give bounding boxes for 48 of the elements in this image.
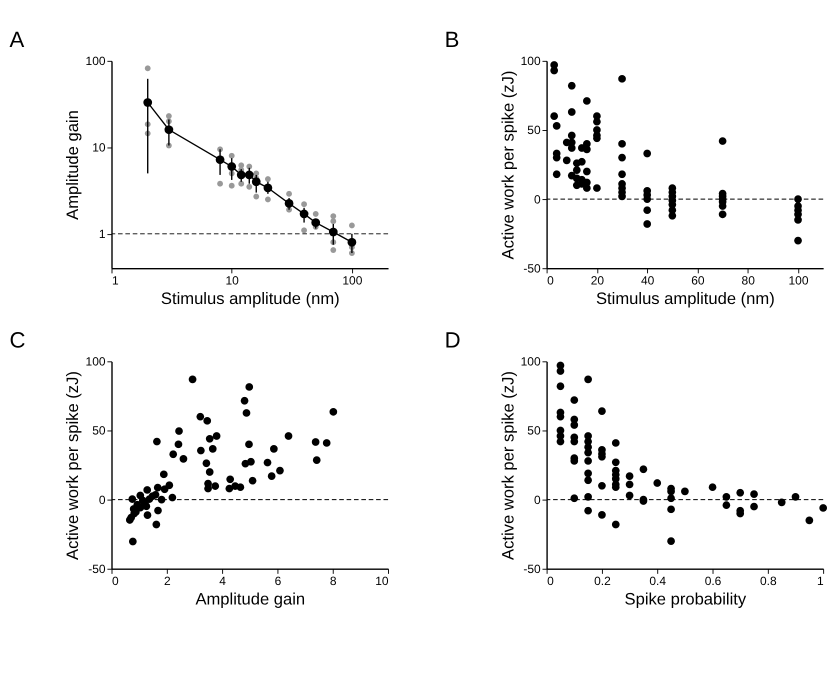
- y-tick-label: 0: [534, 192, 541, 206]
- x-tick-label: 1: [816, 574, 824, 588]
- y-axis-title: Active work per spike (zJ): [63, 371, 82, 560]
- x-tick-label: 20: [590, 273, 604, 288]
- x-tick-label: 0.6: [704, 574, 722, 588]
- y-axis-title: Active work per spike (zJ): [498, 70, 518, 260]
- y-tick-label: 100: [86, 54, 106, 68]
- y-axis-title: Active work per spike (zJ): [498, 371, 518, 560]
- x-tick-label: 0: [547, 273, 554, 288]
- chart-title: B: [444, 27, 460, 52]
- y-tick-label: 100: [520, 54, 541, 68]
- y-tick-label: 50: [527, 123, 541, 138]
- y-tick-label: 0: [98, 492, 106, 507]
- x-tick-label: 1: [112, 273, 119, 288]
- y-tick-label: 100: [520, 354, 541, 369]
- x-tick-label: 100: [788, 273, 809, 288]
- x-tick-label: 100: [342, 273, 363, 288]
- x-tick-label: 6: [274, 574, 282, 588]
- y-tick-label: 50: [527, 424, 541, 438]
- y-tick-label: 50: [92, 424, 106, 438]
- x-tick-label: 60: [691, 273, 705, 288]
- y-axis-title: Amplitude gain: [63, 110, 82, 220]
- x-tick-label: 0.2: [594, 574, 612, 588]
- y-tick-label: 100: [86, 354, 106, 369]
- chart-title: D: [444, 328, 461, 353]
- x-tick-label: 80: [742, 273, 756, 288]
- x-tick-label: 0.4: [649, 574, 666, 588]
- y-tick-label: -50: [523, 562, 541, 576]
- x-tick-label: 0: [112, 574, 119, 588]
- y-tick-label: -50: [523, 261, 541, 276]
- x-tick-label: 4: [219, 574, 226, 588]
- x-tick-label: 10: [226, 273, 240, 288]
- y-tick-label: -50: [88, 562, 106, 576]
- x-tick-label: 0: [547, 574, 554, 588]
- x-tick-label: 0.8: [760, 574, 777, 588]
- x-axis-title: Stimulus amplitude (nm): [596, 288, 775, 308]
- x-tick-label: 8: [330, 574, 337, 588]
- x-tick-label: 2: [164, 574, 171, 588]
- y-tick-label: 10: [92, 140, 106, 154]
- x-tick-label: 10: [375, 574, 389, 588]
- chart-title: A: [10, 27, 25, 52]
- x-axis-title: Spike probability: [624, 589, 747, 608]
- x-axis-title: Amplitude gain: [195, 589, 306, 608]
- chart-title: C: [10, 328, 26, 353]
- x-axis-title: Stimulus amplitude (nm): [160, 288, 340, 308]
- x-tick-label: 40: [640, 273, 655, 288]
- y-tick-label: 1: [98, 226, 106, 241]
- y-tick-label: 0: [534, 492, 541, 507]
